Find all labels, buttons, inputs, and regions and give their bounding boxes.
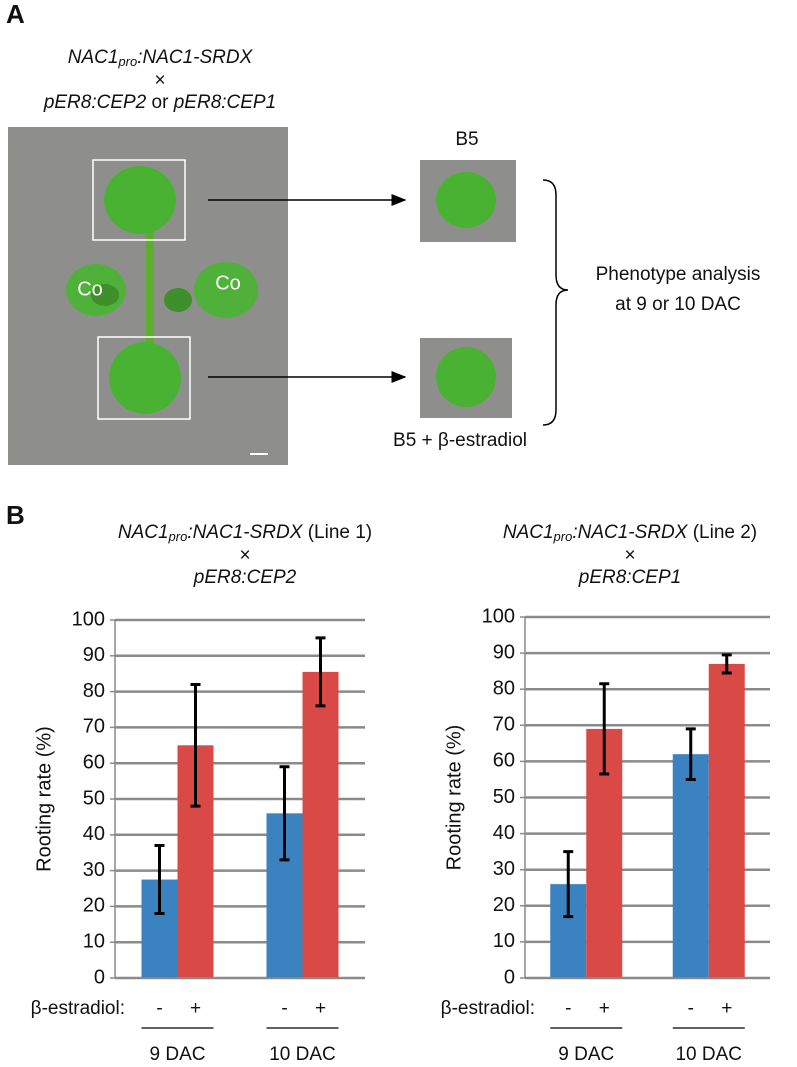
cross-symbol: × — [154, 70, 165, 91]
y-tick-label: 10 — [83, 930, 105, 952]
y-tick-label: 70 — [493, 714, 515, 736]
cross-partner: pER8:CEP1 — [578, 567, 681, 588]
x-tick-label: 9 DAC — [558, 1044, 614, 1065]
x-axis-label: β-estradiol: — [441, 998, 535, 1019]
seedling-photo — [8, 127, 288, 465]
title-part: (Line 1) — [302, 522, 372, 543]
title-part: :NAC1-SRDX — [572, 522, 688, 543]
analysis-text: at 9 or 10 DAC — [615, 294, 741, 315]
panel-label: B — [6, 500, 25, 530]
x-axis-label: β-estradiol: — [31, 998, 125, 1019]
brace — [542, 179, 569, 426]
y-tick-label: 20 — [493, 894, 515, 916]
y-axis-label: Rooting rate (%) — [443, 725, 465, 871]
title-part: :NAC1-SRDX — [187, 522, 303, 543]
y-tick-label: 40 — [493, 822, 515, 844]
series-label: + — [721, 998, 732, 1019]
treatment-label: B5 + β-estradiol — [393, 430, 527, 451]
y-tick-label: 90 — [493, 641, 515, 663]
cotyledon-label: Co — [77, 278, 103, 300]
title-part: NAC1 — [118, 522, 169, 543]
y-tick-label: 70 — [83, 716, 105, 738]
error-bar — [685, 727, 696, 781]
y-tick-label: 100 — [72, 608, 105, 630]
leaf-photo — [420, 160, 516, 242]
y-tick-label: 20 — [83, 895, 105, 917]
y-tick-label: 40 — [83, 823, 105, 845]
analysis-text: Phenotype analysis — [596, 264, 761, 285]
chart-title: NAC1pro:NAC1-SRDX (Line 2) — [503, 522, 757, 544]
y-tick-label: 30 — [493, 858, 515, 880]
title-part: NAC1 — [503, 522, 554, 543]
bar — [302, 671, 339, 978]
cross-symbol: × — [239, 545, 250, 566]
error-bar — [721, 653, 732, 675]
leaf-photo — [420, 338, 512, 418]
y-tick-label: 50 — [83, 787, 105, 809]
panel-label: A — [6, 0, 25, 29]
series-label: + — [599, 998, 610, 1019]
y-tick-label: 80 — [493, 677, 515, 699]
cross-title: NAC1pro:NAC1-SRDX — [68, 47, 254, 69]
bar — [672, 754, 709, 978]
bar — [708, 663, 745, 978]
error-bar — [563, 850, 574, 919]
y-tick-label: 30 — [83, 859, 105, 881]
series-label: - — [156, 998, 162, 1019]
title-part: pro — [553, 529, 573, 544]
error-bar — [315, 636, 326, 708]
y-tick-label: 60 — [83, 751, 105, 773]
control-label: B5 — [455, 129, 478, 150]
cross-partner: pER8:CEP2 — [193, 567, 297, 588]
series-label: + — [315, 998, 326, 1019]
y-tick-label: 100 — [482, 605, 515, 627]
series-label: - — [688, 998, 694, 1019]
series-label: - — [565, 998, 571, 1019]
y-axis-label: Rooting rate (%) — [33, 726, 55, 872]
y-tick-label: 10 — [493, 930, 515, 952]
y-tick-label: 0 — [504, 966, 515, 988]
title-part: (Line 2) — [687, 522, 757, 543]
y-tick-label: 50 — [493, 786, 515, 808]
y-tick-label: 60 — [493, 750, 515, 772]
title-part: pro — [168, 529, 188, 544]
cross-partners: pER8:CEP2 or pER8:CEP1 — [43, 92, 276, 113]
y-tick-label: 80 — [83, 680, 105, 702]
x-tick-label: 9 DAC — [150, 1044, 206, 1065]
cotyledon-label: Co — [215, 272, 241, 294]
series-label: + — [190, 998, 201, 1019]
error-bar — [599, 682, 610, 776]
x-tick-label: 10 DAC — [269, 1044, 336, 1065]
error-bar — [154, 844, 165, 916]
error-bar — [190, 682, 201, 808]
x-tick-label: 10 DAC — [675, 1044, 742, 1065]
series-label: - — [281, 998, 287, 1019]
y-tick-label: 0 — [94, 966, 105, 988]
cross-symbol: × — [624, 545, 635, 566]
chart-title: NAC1pro:NAC1-SRDX (Line 1) — [118, 522, 372, 544]
error-bar — [279, 765, 290, 862]
y-tick-label: 90 — [83, 644, 105, 666]
